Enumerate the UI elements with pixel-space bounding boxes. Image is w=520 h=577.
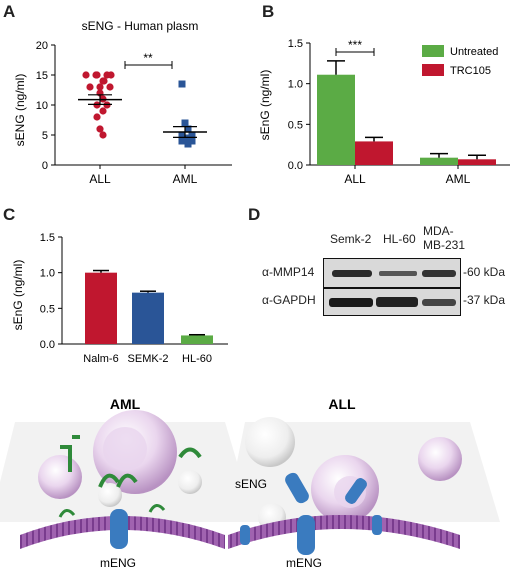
chart-c-bar [181, 335, 213, 344]
chart-b-xtick-label-0: ALL [344, 172, 366, 186]
chart-c-ylabel: sEnG (ng/ml) [11, 260, 25, 331]
schematic-all-meng: mENG [286, 556, 322, 570]
chart-a-point [178, 131, 186, 139]
chart-a-point [82, 71, 90, 79]
chart-a-ytick-label-2: 10 [36, 100, 48, 112]
chart-a-point [86, 83, 94, 91]
chart-c-ytick-label-1: 0.5 [40, 303, 55, 315]
chart-b-bar [420, 157, 458, 165]
panel-letter-a: A [3, 2, 16, 21]
chart-b-legend-label-1: TRC105 [450, 65, 491, 77]
panel-letter-d: D [248, 205, 261, 224]
chart-b-xtick-label-1: AML [446, 172, 471, 186]
chart-a-ylabel: sENG (ng/ml) [13, 74, 27, 147]
all-scene: sENG mENG [225, 417, 500, 570]
chart-b-ytick-label-2: 1.0 [288, 79, 303, 91]
chart-a-point [92, 71, 100, 79]
chart-a-point [188, 131, 196, 139]
chart-c-bar [85, 272, 117, 344]
chart-a-ytick-label-1: 5 [42, 130, 48, 142]
chart-b-bar [317, 74, 355, 165]
chart-a-point [93, 113, 101, 121]
wb-lane-3: MDA- MB-231 [423, 224, 466, 252]
chart-b-bar [458, 159, 496, 165]
schematic-illustration: AML ALL mENG sENG mENG [0, 377, 520, 577]
chart-b-ytick-label-0: 0.0 [288, 160, 303, 172]
chart-a-xtick-label-0: ALL [89, 172, 111, 186]
chart-a-point [178, 137, 186, 145]
wb-row-label-gapdh: α-GAPDH [262, 293, 316, 307]
chart-c-xtick-label-2: HL-60 [182, 353, 212, 365]
wb-blot-gapdh [323, 288, 461, 316]
chart-c-bar [132, 292, 164, 344]
chart-b-significance: *** [348, 38, 362, 52]
chart-b-ylabel: sEnG (ng/ml) [258, 70, 272, 141]
chart-c-ytick-label-2: 1.0 [40, 268, 55, 280]
chart-a-scatter: sENG - Human plasm sENG (ng/ml) 0 5 10 15 20… [13, 19, 232, 186]
wb-kda-60: -60 kDa [463, 265, 506, 279]
chart-c-ytick-label-3: 1.5 [40, 232, 55, 244]
chart-a-point [99, 131, 107, 139]
schematic-aml-meng: mENG [100, 556, 136, 570]
chart-a-title: sENG - Human plasm [82, 19, 199, 33]
wb-lane-2: HL-60 [383, 232, 416, 246]
chart-a-point [107, 71, 115, 79]
chart-b-legend-swatch-1 [422, 64, 444, 76]
panel-letter-c: C [3, 205, 16, 224]
chart-a-ytick-label-3: 15 [36, 70, 48, 82]
chart-b-bar: sEnG (ng/ml) 0.0 0.5 1.0 1.5 ALL AML *** Untrea… [258, 38, 510, 186]
chart-a-point [178, 80, 186, 88]
chart-c-xtick-label-1: SEMK-2 [128, 353, 169, 365]
chart-a-point [184, 134, 192, 142]
schematic-aml-title: AML [110, 396, 141, 412]
chart-b-bar [355, 141, 393, 165]
chart-a-point [184, 140, 192, 148]
chart-c-ytick-label-0: 0.0 [40, 339, 55, 351]
wb-row-label-mmp14: α-MMP14 [262, 265, 315, 279]
chart-a-ytick-label-4: 20 [36, 40, 48, 52]
chart-b-legend-label-0: Untreated [450, 46, 498, 58]
panel-letter-b: B [262, 2, 275, 21]
chart-c-bar: sEnG (ng/ml) 0.0 0.5 1.0 1.5 Nalm-6 SEMK-2 HL-… [11, 232, 228, 365]
chart-b-legend-swatch-0 [422, 45, 444, 57]
chart-a-point [106, 83, 114, 91]
chart-b-ytick-label-3: 1.5 [288, 38, 303, 50]
chart-a-significance: ** [143, 51, 153, 65]
chart-a-point [99, 107, 107, 115]
schematic-all-seng: sENG [235, 477, 267, 491]
chart-a-point [184, 125, 192, 133]
wb-blot-mmp14 [323, 258, 461, 288]
aml-scene: mENG [0, 410, 255, 570]
chart-a-point [96, 125, 104, 133]
chart-c-xtick-label-0: Nalm-6 [83, 353, 118, 365]
schematic-all-title: ALL [328, 396, 356, 412]
chart-a-point [188, 137, 196, 145]
chart-a-ytick-label-0: 0 [42, 160, 48, 172]
chart-a-xtick-label-1: AML [173, 172, 198, 186]
chart-a-point [100, 77, 108, 85]
chart-a-point [96, 83, 104, 91]
chart-b-ytick-label-1: 0.5 [288, 119, 303, 131]
wb-lane-1: Semk-2 [330, 232, 372, 246]
chart-a-point [181, 119, 189, 127]
wb-kda-37: -37 kDa [463, 293, 506, 307]
